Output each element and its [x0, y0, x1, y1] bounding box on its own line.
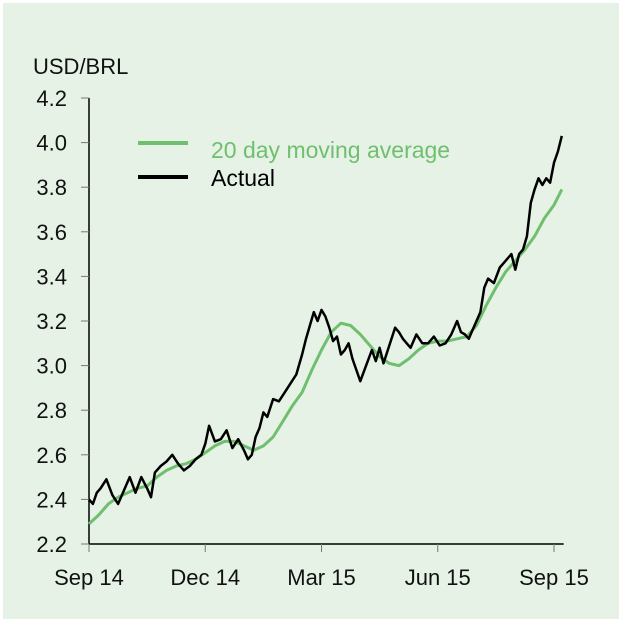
x-tick-label: Sep 14 [54, 565, 124, 590]
x-tick-label: Jun 15 [405, 565, 471, 590]
y-tick-label: 3.6 [36, 220, 67, 245]
y-tick-label: 3.0 [36, 354, 67, 379]
y-axis-title: USD/BRL [33, 54, 128, 79]
y-tick-label: 3.2 [36, 309, 67, 334]
x-tick-label: Mar 15 [287, 565, 355, 590]
y-tick-label: 2.8 [36, 398, 67, 423]
legend: 20 day moving average Actual [138, 137, 450, 191]
series-line-actual [88, 135, 564, 506]
y-tick-label: 2.6 [36, 443, 67, 468]
legend-label-moving-average: 20 day moving average [211, 137, 450, 163]
y-tick-label: 4.0 [36, 131, 67, 156]
y-tick-label: 3.4 [36, 264, 67, 289]
y-tick-label: 2.2 [36, 532, 67, 557]
x-tick-label: Dec 14 [170, 565, 240, 590]
series-line-moving-average [87, 188, 564, 526]
y-axis: 2.2 2.4 2.6 2.8 3.0 3.2 3.4 3.6 3.8 4.0 4.2 [36, 86, 90, 557]
chart-panel [3, 3, 619, 619]
plot-lines [87, 135, 564, 526]
y-tick-label: 4.2 [36, 86, 67, 111]
y-tick-label: 2.4 [36, 487, 67, 512]
x-axis: Sep 14 Dec 14 Mar 15 Jun 15 Sep 15 [54, 543, 589, 590]
y-tick-label: 3.8 [36, 175, 67, 200]
legend-label-actual: Actual [211, 165, 275, 191]
x-tick-label: Sep 15 [519, 565, 589, 590]
